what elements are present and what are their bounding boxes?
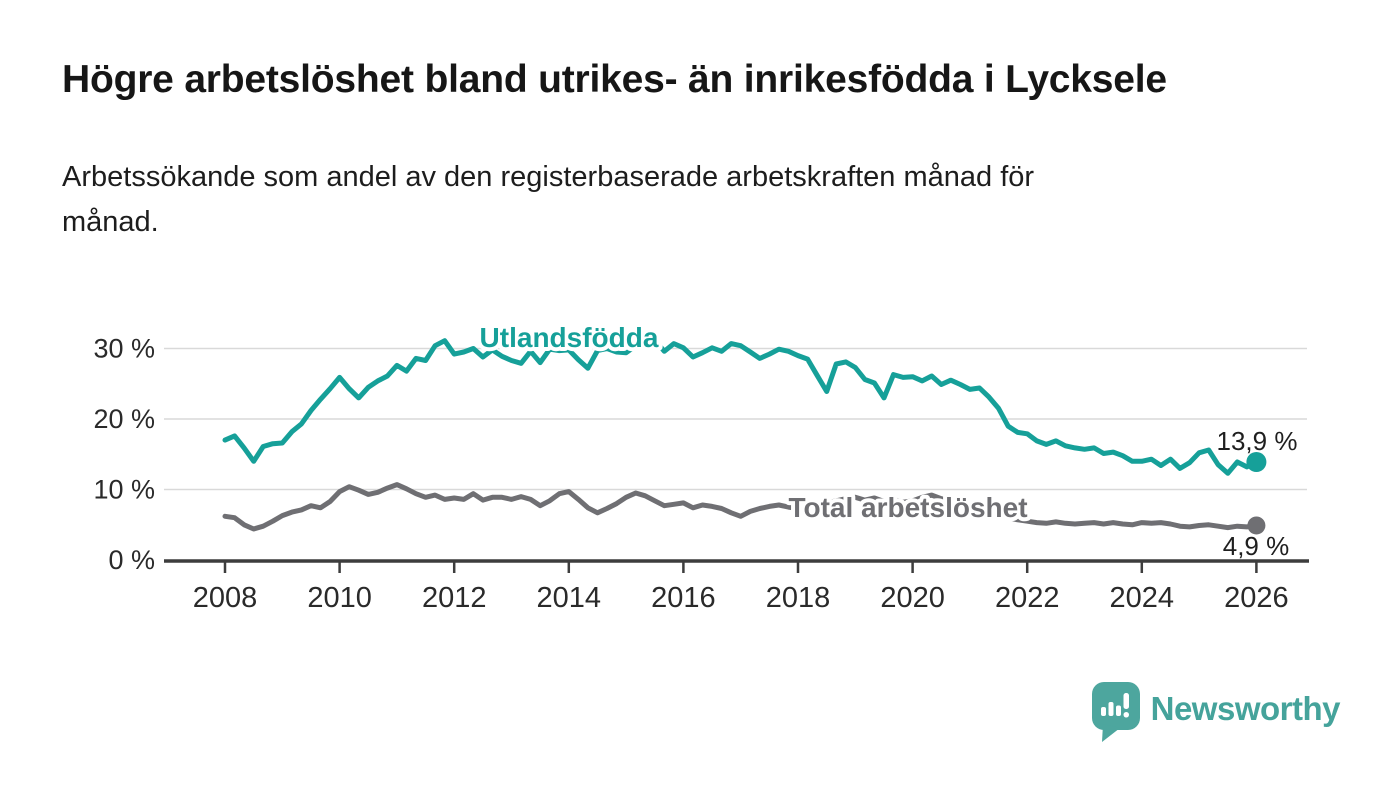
y-tick-label-10: 10 % — [93, 475, 155, 505]
y-axis-labels: 0 % 10 % 20 % 30 % — [93, 334, 155, 576]
page-title: Högre arbetslöshet bland utrikes- än inr… — [62, 58, 1167, 101]
end-dot-utlandsfodda — [1246, 452, 1267, 473]
axis-ticks — [223, 561, 1258, 573]
x-tick-label-2014: 2014 — [537, 582, 602, 614]
gridlines — [164, 347, 1307, 491]
x-tick-label-2012: 2012 — [422, 582, 487, 614]
x-axis-labels: 2008 2010 2012 2014 2016 2018 2020 2022 2024 2026 — [193, 582, 1289, 614]
x-tick-label-2026: 2026 — [1224, 582, 1289, 614]
chart-subtitle: Arbetssökande som andel av den registerb… — [62, 155, 1302, 245]
y-tick-label-30: 30 % — [93, 334, 155, 364]
series-label-utlandsfodda: Utlandsfödda — [480, 322, 659, 353]
end-value-utlandsfodda: 13,9 % — [1217, 426, 1298, 456]
x-tick-label-2016: 2016 — [651, 582, 716, 614]
x-tick-label-2010: 2010 — [307, 582, 372, 614]
x-tick-label-2024: 2024 — [1110, 582, 1175, 614]
series-label-total-arbetsloshet: Total arbetslöshet — [788, 492, 1027, 523]
end-dots — [1246, 452, 1267, 535]
x-tick-label-2022: 2022 — [995, 582, 1060, 614]
end-value-total-arbetsloshet: 4,9 % — [1223, 531, 1290, 561]
y-tick-label-20: 20 % — [93, 404, 155, 434]
newsworthy-logo-icon — [1091, 682, 1140, 742]
newsworthy-logo-text: Newsworthy — [1150, 690, 1341, 727]
x-tick-label-2018: 2018 — [766, 582, 831, 614]
newsworthy-logo: Newsworthy — [1091, 682, 1341, 744]
end-dot-total-arbetsloshet — [1247, 516, 1266, 535]
series-lines — [222, 337, 1259, 532]
subtitle-line-1: Arbetssökande som andel av den registerb… — [62, 161, 1035, 193]
y-tick-label-0: 0 % — [108, 545, 155, 575]
x-tick-label-2020: 2020 — [880, 582, 945, 614]
subtitle-line-2: månad. — [62, 206, 159, 238]
x-tick-label-2008: 2008 — [193, 582, 258, 614]
series-line-utlandsfodda — [222, 337, 1259, 476]
series-line-total-arbetsloshet — [222, 482, 1259, 532]
